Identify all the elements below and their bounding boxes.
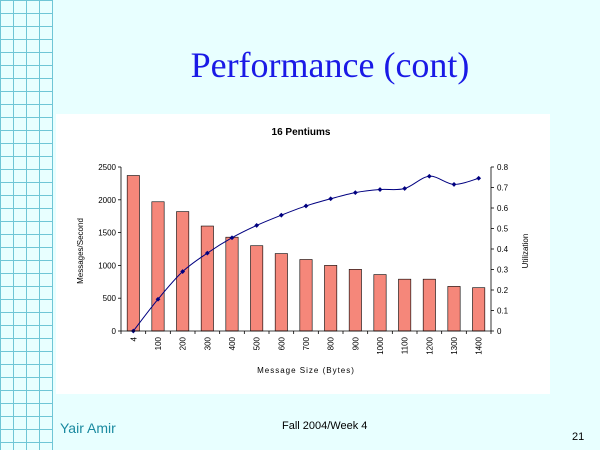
chart-area: 16 Pentiums 0 500 1000 1500 2000 2500 0 0.1 0.2 0… xyxy=(56,114,550,394)
utilization-point xyxy=(303,203,309,209)
utilization-point xyxy=(451,182,457,187)
bar xyxy=(348,269,362,332)
bar xyxy=(274,253,288,332)
utilization-point xyxy=(476,175,482,181)
utilization-point xyxy=(426,173,432,179)
y2-tick-label: 0.4 xyxy=(497,245,509,254)
bar xyxy=(225,236,239,332)
y2-tick-label: 0.5 xyxy=(497,225,509,234)
x-tick-label: 1100 xyxy=(401,336,410,354)
slide-title: Performance (cont) xyxy=(190,45,470,85)
bar xyxy=(250,245,264,332)
x-tick-label: 200 xyxy=(179,336,188,350)
x-tick-label: 900 xyxy=(351,336,360,350)
footer-course: Fall 2004/Week 4 xyxy=(282,420,368,432)
bar xyxy=(398,278,412,332)
x-tick-label: 800 xyxy=(327,336,336,350)
y2-tick-label: 0.7 xyxy=(497,184,509,193)
x-tick-label: 100 xyxy=(154,336,163,350)
x-tick-label: 500 xyxy=(253,336,262,350)
y2-tick-label: 0.2 xyxy=(497,286,509,295)
axes-layer: 0 500 1000 1500 2000 2500 0 0.1 0.2 0.3 0.4 0.5 0.6 0… xyxy=(98,163,508,355)
x-tick-label: 400 xyxy=(228,336,237,350)
utilization-point xyxy=(229,235,235,241)
page-number: 21 xyxy=(572,431,585,443)
bars-layer xyxy=(126,175,486,332)
utilization-point xyxy=(155,296,161,302)
bar xyxy=(422,278,436,332)
y2-tick-label: 0.6 xyxy=(497,204,509,213)
y2-tick-label: 0.1 xyxy=(497,307,509,316)
utilization-point xyxy=(180,269,186,274)
utilization-point xyxy=(402,186,408,191)
bar xyxy=(200,225,214,332)
y-tick-label: 1500 xyxy=(98,229,116,238)
bar xyxy=(151,201,165,332)
bar xyxy=(299,259,313,332)
bar xyxy=(472,287,486,332)
utilization-point xyxy=(352,190,358,196)
bar xyxy=(126,175,140,332)
bar xyxy=(324,265,338,332)
y2-tick-label: 0.8 xyxy=(497,163,509,172)
y-tick-label: 500 xyxy=(103,294,117,303)
x-tick-label: 600 xyxy=(277,336,286,350)
x-axis-label: Message Size (Bytes) xyxy=(257,366,355,375)
y-tick-label: 1000 xyxy=(98,261,116,270)
x-tick-label: 1400 xyxy=(475,336,484,354)
y-tick-label: 2000 xyxy=(98,196,116,205)
x-tick-label: 1000 xyxy=(376,336,385,354)
y-axis-label: Messages/Second xyxy=(76,218,85,284)
utilization-point xyxy=(254,223,260,228)
y2-tick-label: 0 xyxy=(497,327,502,336)
footer-author: Yair Amir xyxy=(60,420,116,436)
utilization-point xyxy=(278,212,284,218)
utilization-point xyxy=(328,196,334,202)
grid-background xyxy=(0,0,53,450)
y2-axis-label: Utilization xyxy=(521,234,530,269)
bar xyxy=(373,274,387,332)
x-tick-label: 1300 xyxy=(450,336,459,354)
bar xyxy=(447,286,461,332)
y2-tick-label: 0.3 xyxy=(497,266,509,275)
y-tick-label: 0 xyxy=(112,327,117,336)
x-tick-label: 700 xyxy=(302,336,311,350)
utilization-point xyxy=(377,187,383,192)
x-tick-label: 4 xyxy=(129,336,138,341)
y-tick-label: 2500 xyxy=(98,163,116,172)
utilization-point xyxy=(204,250,210,256)
x-tick-label: 1200 xyxy=(425,336,434,354)
chart-title: 16 Pentiums xyxy=(272,127,331,138)
chart-svg: 16 Pentiums 0500100015002000250000.10.20… xyxy=(76,127,530,375)
x-tick-label: 300 xyxy=(203,336,212,350)
